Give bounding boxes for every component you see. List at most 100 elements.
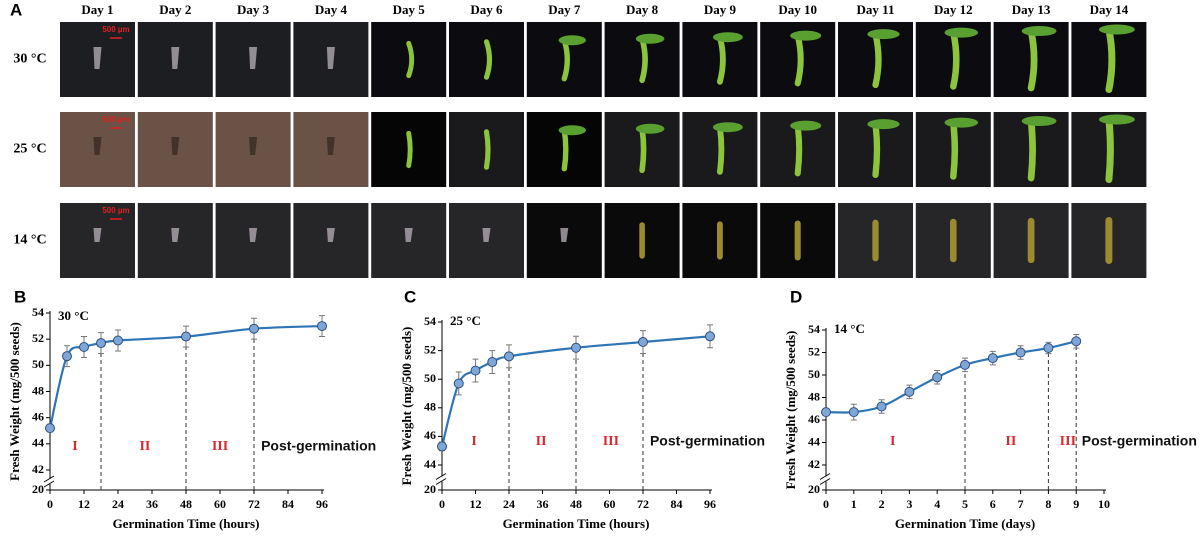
x-tick-label: 84	[671, 497, 683, 511]
y-tick-label: 52	[32, 331, 44, 345]
seedling	[483, 129, 491, 170]
leaf	[712, 32, 743, 43]
day-label: Day 10	[778, 2, 817, 17]
phase-label: III	[603, 434, 619, 449]
scale-bar-label: 500 µm	[102, 115, 129, 124]
seedling	[1027, 27, 1038, 92]
seedling	[716, 124, 725, 175]
x-tick-label: 72	[637, 497, 649, 511]
y-tick-label: 54	[424, 314, 436, 328]
x-tick-label: 84	[282, 497, 294, 511]
y-tick-label: 44	[32, 436, 44, 450]
leaf	[712, 122, 743, 133]
x-tick-label: 7	[1018, 497, 1024, 511]
data-point	[1071, 336, 1082, 347]
x-tick-label: 0	[47, 497, 53, 511]
day-label: Day 13	[1012, 2, 1051, 17]
day-label: Day 1	[81, 2, 113, 17]
seedling	[406, 40, 415, 79]
x-tick-label: 12	[78, 497, 90, 511]
seedling	[950, 119, 959, 180]
x-tick-label: 24	[503, 497, 515, 511]
seed	[249, 47, 258, 69]
seed	[93, 47, 102, 69]
data-point	[470, 365, 481, 376]
x-tick-label: 6	[990, 497, 996, 511]
seed	[404, 228, 413, 242]
seed-photo	[526, 22, 602, 97]
data-point	[932, 372, 943, 383]
leaf	[635, 123, 665, 134]
seedling	[1105, 116, 1114, 183]
x-tick-label: 48	[180, 497, 192, 511]
data-point	[181, 331, 191, 342]
data-line	[825, 340, 1077, 414]
x-tick-label: 60	[214, 497, 226, 511]
data-point	[453, 378, 464, 389]
phase-label: Post-germination	[261, 438, 376, 454]
seed	[482, 228, 491, 242]
x-tick-label: 96	[316, 497, 328, 511]
seed	[171, 228, 180, 242]
x-tick-label: 12	[470, 497, 482, 511]
leaf	[867, 119, 900, 130]
y-axis-label: Fresh Weight (mg/500 seeds)	[399, 327, 414, 486]
y-tick-label: 48	[424, 400, 436, 414]
leaf	[558, 35, 586, 46]
data-point	[848, 407, 859, 418]
leaf	[790, 120, 822, 131]
panel-label: D	[790, 287, 802, 306]
seedling	[716, 34, 726, 85]
x-tick-label: 96	[704, 497, 716, 511]
leaf	[635, 33, 665, 44]
data-point	[504, 351, 514, 362]
phase-label: III	[212, 439, 228, 454]
day-label: Day 5	[393, 2, 426, 17]
seed	[93, 228, 102, 242]
y-tick-label: 46	[424, 428, 436, 442]
x-axis-label: Germination Time (hours)	[503, 516, 650, 531]
phase-label: II	[1005, 434, 1016, 449]
seed	[326, 137, 335, 155]
leaf	[944, 117, 979, 128]
seedling	[406, 130, 413, 169]
axis-break	[819, 478, 831, 485]
leaf	[790, 30, 822, 41]
y-tick-label: 20	[32, 482, 44, 496]
row-label: 25 °C	[13, 142, 46, 157]
y-tick-label: 52	[424, 342, 436, 356]
x-axis-label: Germination Time (hours)	[113, 516, 260, 531]
x-tick-label: 3	[906, 497, 912, 511]
data-point	[317, 321, 327, 332]
leaf	[1098, 24, 1135, 35]
data-point	[1043, 343, 1054, 353]
chart-title: 25 °C	[450, 313, 481, 328]
seedling	[1105, 26, 1116, 93]
y-tick-label: 46	[32, 409, 44, 423]
seedling	[483, 39, 493, 80]
y-tick-label: 42	[32, 462, 44, 476]
y-tick-label: 20	[808, 482, 820, 496]
row-label: 30 °C	[13, 52, 46, 67]
day-label: Day 6	[470, 2, 503, 17]
data-point	[487, 357, 498, 368]
seedling	[872, 30, 882, 89]
axis-break	[43, 475, 55, 483]
x-tick-label: 60	[604, 497, 616, 511]
day-label: Day 12	[934, 2, 973, 17]
axis-break-gap	[438, 476, 446, 482]
seedling	[794, 122, 803, 177]
data-point	[904, 386, 915, 397]
seed-photo	[604, 22, 680, 97]
day-label: Day 4	[315, 2, 348, 17]
y-tick-label: 42	[808, 457, 820, 471]
data-point	[571, 342, 581, 353]
y-tick-label: 50	[424, 371, 436, 385]
day-label: Day 9	[704, 2, 737, 17]
leaf	[867, 29, 900, 40]
seedling	[561, 37, 570, 82]
y-tick-label: 44	[424, 457, 436, 471]
day-label: Day 2	[159, 2, 191, 17]
seed	[326, 47, 335, 69]
